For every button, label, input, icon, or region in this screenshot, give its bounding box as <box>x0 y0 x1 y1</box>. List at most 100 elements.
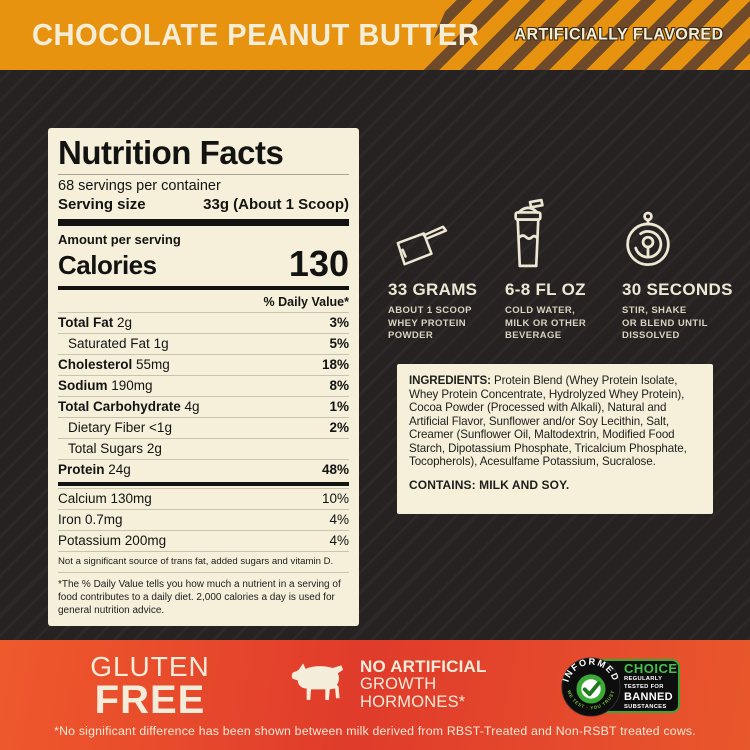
hazard-stripes <box>420 0 750 70</box>
choice-line1: REGULARLY <box>624 676 663 682</box>
nutrient-row-saturated-fat: Saturated Fat 1g 5% <box>58 332 349 354</box>
servings-per-container: 68 servings per container <box>58 177 221 194</box>
ingredients-box: INGREDIENTS: Protein Blend (Whey Protein… <box>397 364 713 514</box>
flavor-banner: CHOCOLATE PEANUT BUTTER ARTIFICIALLY FLA… <box>0 0 750 70</box>
direction-stopwatch: 30 SECONDS STIR, SHAKE OR BLEND UNTIL DI… <box>622 196 733 343</box>
nutrient-dv: 18% <box>321 357 349 373</box>
direction-line: ABOUT 1 SCOOP <box>388 305 472 316</box>
not-significant-note: Not a significant source of trans fat, a… <box>58 550 349 572</box>
contains-statement: CONTAINS: MILK AND SOY. <box>409 477 570 492</box>
nutrient-dv: 5% <box>329 336 349 352</box>
nutrient-dv: 48% <box>321 462 349 478</box>
calories-label: Calories <box>58 249 157 280</box>
daily-value-footnote: *The % Daily Value tells you how much a … <box>58 571 349 618</box>
mineral-row-potassium: Potassium 200mg 4% <box>58 529 349 551</box>
nutrient-row-cholesterol: Cholesterol 55mg 18% <box>58 353 349 375</box>
direction-heading: 33 GRAMS <box>388 280 478 299</box>
nutrient-row-total-sugars: Total Sugars 2g <box>58 437 349 459</box>
direction-line: DISSOLVED <box>622 330 680 342</box>
directions-row: 33 GRAMS ABOUT 1 SCOOP WHEY PROTEIN POWD… <box>388 196 733 343</box>
mineral-dv: 4% <box>329 512 349 528</box>
nutrient-label: Sodium <box>58 378 108 394</box>
nutrient-row-total-fat: Total Fat 2g 3% <box>58 311 349 333</box>
direction-sub: COLD WATER, MILK OR OTHER BEVERAGE <box>505 305 611 343</box>
direction-sub: STIR, SHAKE OR BLEND UNTIL DISSOLVED <box>622 305 728 343</box>
ingredients-label: INGREDIENTS: <box>409 374 491 387</box>
nutrient-amount: 190mg <box>111 378 153 394</box>
direction-heading: 30 SECONDS <box>622 280 733 299</box>
nutrition-facts-panel: Nutrition Facts 68 servings per containe… <box>48 128 359 626</box>
mineral-label: Iron <box>58 512 82 528</box>
amount-per-serving: Amount per serving <box>58 231 181 247</box>
nutrient-amount: 1g <box>153 336 169 352</box>
mineral-row-calcium: Calcium 130mg 10% <box>58 487 349 509</box>
mineral-label: Potassium <box>58 533 122 549</box>
nutrient-label: Saturated Fat <box>68 336 150 352</box>
flavor-title: CHOCOLATE PEANUT BUTTER <box>32 17 480 52</box>
choice-line2: TESTED FOR <box>624 683 664 690</box>
nutrient-row-sodium: Sodium 190mg 8% <box>58 374 349 396</box>
nutrient-label: Cholesterol <box>58 357 133 373</box>
direction-line: BEVERAGE <box>505 330 562 342</box>
nutrient-amount: 2g <box>146 441 162 457</box>
direction-line: POWDER <box>388 330 434 342</box>
nutrient-dv: 8% <box>329 378 349 394</box>
calories-value: 130 <box>288 242 349 284</box>
footer-band: GLUTEN FREE NO ARTIFICIAL GROWTH HORMONE… <box>0 640 750 750</box>
nutrient-row-protein: Protein 24g 48% <box>58 458 349 480</box>
medium-divider <box>58 481 349 486</box>
nutrient-amount: <1g <box>149 420 172 436</box>
direction-line: STIR, SHAKE <box>622 305 687 316</box>
choice-line4: SUBSTANCES <box>624 703 667 710</box>
informed-choice-text: CHOICE REGULARLY TESTED FOR BANNED SUBST… <box>624 662 680 710</box>
direction-sub: ABOUT 1 SCOOP WHEY PROTEIN POWDER <box>388 305 494 343</box>
direction-scoop: 33 GRAMS ABOUT 1 SCOOP WHEY PROTEIN POWD… <box>388 196 494 343</box>
mineral-row-iron: Iron 0.7mg 4% <box>58 508 349 530</box>
nutrient-amount: 55mg <box>136 357 170 373</box>
shaker-icon <box>505 196 611 270</box>
mineral-label: Calcium <box>58 491 107 507</box>
nutrient-label: Total Sugars <box>68 441 144 457</box>
no-hormones-line1: NO ARTIFICIAL <box>360 657 487 676</box>
informed-choice-badge: CHOICE REGULARLY TESTED FOR BANNED SUBST… <box>560 656 682 717</box>
mineral-amount: 200mg <box>124 533 167 549</box>
artificially-flavored-badge: ARTIFICIALLY FLAVORED <box>514 25 724 44</box>
nutrient-amount: 4g <box>184 399 200 415</box>
nutrient-label: Total Carbohydrate <box>58 399 181 415</box>
nutrient-amount: 2g <box>117 315 133 331</box>
direction-shaker: 6-8 FL OZ COLD WATER, MILK OR OTHER BEVE… <box>505 196 611 343</box>
nutrient-amount: 24g <box>108 462 131 478</box>
mineral-dv: 10% <box>321 491 349 507</box>
nutrient-label: Total Fat <box>58 315 114 331</box>
gluten-free-line1: GLUTEN <box>90 651 210 682</box>
choice-banned: BANNED <box>624 690 673 703</box>
nutrient-row-total-carbohydrate: Total Carbohydrate 4g 1% <box>58 395 349 417</box>
ingredients-list: Protein Blend (Whey Protein Isolate, Whe… <box>409 374 687 469</box>
direction-line: OR BLEND UNTIL <box>622 317 708 329</box>
serving-size-value: 33g (About 1 Scoop) <box>203 195 349 213</box>
no-hormones-line3: HORMONES* <box>360 693 466 712</box>
gluten-free-line2: FREE <box>94 677 206 722</box>
nutrient-dv: 3% <box>329 315 349 331</box>
stopwatch-icon <box>622 196 728 270</box>
divider <box>58 173 349 175</box>
serving-size-label: Serving size <box>58 195 146 213</box>
ingredients-text: INGREDIENTS: Protein Blend (Whey Protein… <box>409 374 701 469</box>
mineral-dv: 4% <box>329 533 349 549</box>
choice-label: CHOICE <box>624 661 678 676</box>
direction-heading: 6-8 FL OZ <box>505 280 586 299</box>
calories-row: Calories 130 <box>58 242 349 284</box>
nutrient-dv: 2% <box>329 420 349 436</box>
informed-seal-icon: INFORMED WE TEST · YOU TRUST <box>561 657 621 717</box>
cow-icon <box>291 663 344 700</box>
no-hormones-mark: NO ARTIFICIAL GROWTH HORMONES* <box>288 657 487 712</box>
no-hormones-line2: GROWTH <box>360 675 437 694</box>
direction-line: COLD WATER, <box>505 305 576 316</box>
mineral-amount: 0.7mg <box>85 512 123 528</box>
no-hormones-text: NO ARTIFICIAL GROWTH HORMONES* <box>360 657 487 712</box>
direction-line: MILK OR OTHER <box>505 317 587 329</box>
nutrient-label: Dietary Fiber <box>68 420 146 436</box>
nutrient-row-dietary-fiber: Dietary Fiber <1g 2% <box>58 416 349 438</box>
serving-size-row: Serving size 33g (About 1 Scoop) <box>58 194 349 217</box>
medium-divider <box>58 285 349 290</box>
